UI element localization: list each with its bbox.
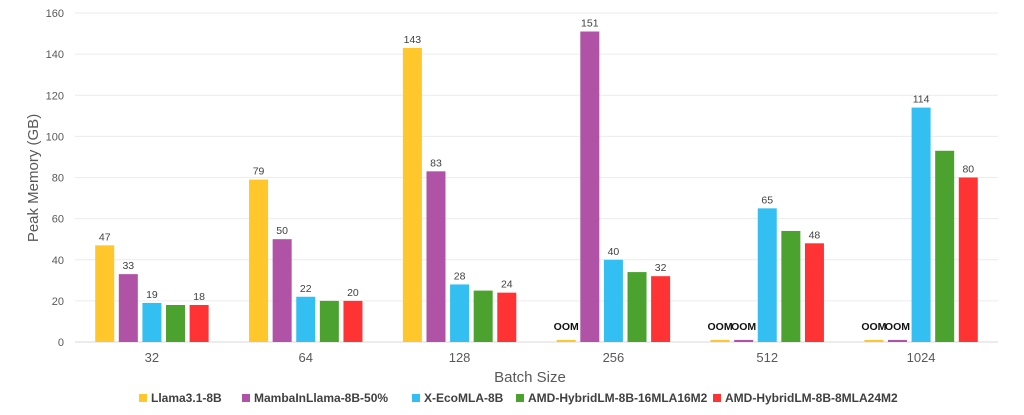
y-tick-label: 80	[52, 173, 64, 185]
x-tick-label: 256	[603, 350, 625, 365]
data-label: OOM	[885, 321, 910, 333]
data-label: 18	[193, 291, 205, 303]
x-tick-label: 64	[299, 350, 313, 365]
bar	[603, 259, 623, 342]
bar	[95, 245, 115, 342]
legend-label: AMD-HybridLM-8B-16MLA16M2	[528, 391, 708, 405]
legend-swatch	[139, 394, 147, 402]
bar	[473, 290, 493, 342]
data-label: 19	[146, 289, 158, 301]
bar	[319, 300, 339, 342]
legend-swatch	[516, 394, 524, 402]
legend-label: X-EcoMLA-8B	[424, 391, 504, 405]
data-label: OOM	[554, 321, 579, 333]
data-label: 65	[761, 194, 773, 206]
bar	[887, 339, 907, 342]
bar	[296, 296, 316, 342]
data-label: 151	[581, 18, 599, 30]
bar	[734, 339, 754, 342]
data-label: OOM	[708, 321, 733, 333]
bar	[249, 179, 269, 342]
bar	[402, 47, 422, 343]
legend-label: AMD-HybridLM-8B-8MLA24M2	[725, 391, 898, 405]
y-axis-ticks: 0 20 40 60 80 100 120 140 160	[46, 8, 64, 349]
bar	[142, 302, 162, 342]
x-axis-ticks: 32 64 128 256 512 1024	[145, 350, 936, 365]
bar	[651, 276, 671, 342]
bar	[710, 339, 730, 342]
bar	[911, 107, 931, 343]
y-tick-label: 160	[46, 8, 64, 20]
data-label: OOM	[731, 321, 756, 333]
data-label: 143	[404, 34, 422, 46]
data-label: 24	[501, 279, 513, 291]
data-label: 83	[430, 157, 442, 169]
data-label: 80	[962, 164, 974, 176]
bar	[118, 274, 138, 342]
bar	[627, 272, 647, 342]
data-label: 33	[122, 260, 134, 272]
bar	[189, 304, 209, 342]
bar	[804, 243, 824, 342]
x-tick-label: 512	[756, 350, 778, 365]
data-label: 32	[655, 262, 667, 274]
data-label: OOM	[861, 321, 886, 333]
data-label: 50	[276, 225, 288, 237]
y-tick-label: 140	[46, 49, 64, 61]
data-label: 47	[99, 231, 111, 243]
y-axis-label: Peak Memory (GB)	[25, 114, 42, 242]
data-label: 79	[253, 166, 265, 178]
bar	[556, 339, 576, 342]
bar	[757, 208, 777, 342]
x-axis-label: Batch Size	[494, 369, 566, 386]
data-label: 20	[347, 287, 359, 299]
legend-swatch	[242, 394, 250, 402]
bar	[450, 284, 470, 342]
y-tick-label: 100	[46, 131, 64, 143]
bar	[580, 31, 600, 342]
data-label: 40	[608, 246, 620, 258]
bar	[272, 239, 292, 342]
x-tick-label: 128	[449, 350, 471, 365]
bar	[166, 304, 186, 342]
x-tick-label: 32	[145, 350, 159, 365]
legend-swatch	[412, 394, 420, 402]
x-tick-label: 1024	[907, 350, 936, 365]
y-tick-label: 40	[52, 255, 64, 267]
legend-label: MambaInLlama-8B-50%	[254, 391, 388, 405]
bar	[864, 339, 884, 342]
gridlines	[75, 12, 998, 343]
y-tick-label: 0	[58, 337, 64, 349]
data-label: 48	[809, 229, 821, 241]
y-tick-label: 60	[52, 214, 64, 226]
data-label: 114	[913, 94, 930, 106]
bar	[343, 300, 363, 342]
data-label: 22	[300, 283, 312, 295]
legend: Llama3.1-8B MambaInLlama-8B-50% X-EcoMLA-8…	[139, 391, 898, 405]
legend-label: Llama3.1-8B	[151, 391, 222, 405]
legend-swatch	[713, 394, 721, 402]
bar	[935, 150, 955, 342]
bar	[781, 230, 801, 342]
bar	[958, 177, 978, 342]
bar	[497, 292, 517, 342]
bar	[426, 171, 446, 342]
data-label: 28	[454, 270, 466, 282]
y-tick-label: 120	[46, 90, 64, 102]
y-tick-label: 20	[52, 296, 64, 308]
